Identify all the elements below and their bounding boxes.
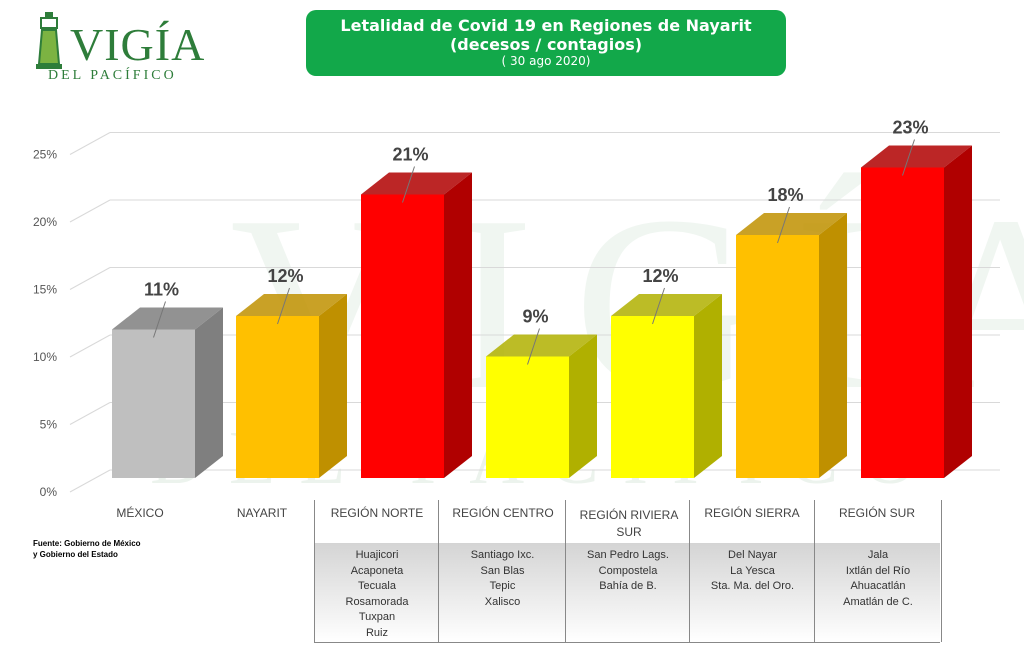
bar-side xyxy=(444,172,472,478)
bar xyxy=(236,316,319,478)
x-category-label: REGIÓN SIERRA xyxy=(704,506,800,520)
bar-top xyxy=(861,145,972,168)
bar xyxy=(112,329,195,478)
data-label: 21% xyxy=(392,145,428,165)
logo: VIGÍA DEL PACÍFICO xyxy=(30,10,204,85)
bar xyxy=(611,316,694,478)
region-column: Jala Ixtlán del Río Ahuacatlán Amatlán de C… xyxy=(814,500,942,642)
municipality: San Blas xyxy=(480,564,525,577)
source-line-1: Fuente: Gobierno de México xyxy=(33,539,141,548)
municipality: Tuxpan xyxy=(358,611,396,623)
municipality: Sta. Ma. del Oro. xyxy=(710,580,795,592)
chart-title: Letalidad de Covid 19 en Regiones de Nay… xyxy=(340,16,752,35)
bar-side xyxy=(569,334,597,478)
x-category-label: REGIÓN CENTRO xyxy=(452,506,554,520)
bar-side xyxy=(819,213,847,478)
bar-side xyxy=(319,294,347,478)
source-note: Fuente: Gobierno de México y Gobierno de… xyxy=(33,538,141,560)
x-category-label: NAYARIT xyxy=(236,506,288,520)
municipality-list: Huajicori Acaponeta Tecuala Rosamorada Tuxpa… xyxy=(315,548,439,641)
region-column: San Pedro Lags. Compostela Bahía de B. xyxy=(565,500,690,642)
chart-date: ( 30 ago 2020) xyxy=(501,54,591,68)
y-tick-label: 10% xyxy=(33,350,57,364)
y-tick-label: 20% xyxy=(33,215,57,229)
municipality: Rosamorada xyxy=(345,595,409,608)
label-leader-line xyxy=(402,166,415,203)
label-leader-line xyxy=(902,139,915,176)
y-tick-label: 5% xyxy=(40,418,58,432)
logo-subtitle: DEL PACÍFICO xyxy=(48,68,177,83)
bar-side xyxy=(944,145,972,478)
table-body-bg xyxy=(314,543,940,642)
x-category-label: REGIÓN RIVIERA SUR xyxy=(579,508,679,539)
logo-name: VIGÍA xyxy=(70,19,206,70)
bar-top xyxy=(112,307,223,330)
bar-side xyxy=(195,307,223,478)
municipality: Bahía de B. xyxy=(599,580,657,592)
bar-top xyxy=(486,334,597,357)
data-label: 9% xyxy=(522,307,548,327)
municipality: Ruiz xyxy=(365,626,388,639)
y-tick-label: 0% xyxy=(40,485,58,499)
municipality: Del Nayar xyxy=(728,549,777,561)
municipality-list: Jala Ixtlán del Río Ahuacatlán Amatlán de C… xyxy=(815,548,941,610)
bar xyxy=(736,235,819,478)
municipality: Tepic xyxy=(489,580,516,592)
municipality: Ixtlán del Río xyxy=(845,564,911,577)
title-box: Letalidad de Covid 19 en Regiones de Nay… xyxy=(306,10,786,76)
region-column: Huajicori Acaponeta Tecuala Rosamorada Tuxpa… xyxy=(314,500,439,642)
bar-top xyxy=(736,213,847,235)
data-label: 12% xyxy=(267,266,303,286)
bar xyxy=(861,167,944,478)
data-label: 12% xyxy=(642,266,678,286)
lighthouse-icon xyxy=(36,12,62,69)
gridline-diagonal xyxy=(69,199,111,223)
municipality: Compostela xyxy=(598,564,658,577)
municipality: Tecuala xyxy=(358,580,396,592)
municipality: Amatlán de C. xyxy=(843,595,913,608)
municipality-list: San Pedro Lags. Compostela Bahía de B. xyxy=(566,548,690,595)
municipality: Ahuacatlán xyxy=(850,580,906,592)
bar-top xyxy=(361,172,472,195)
municipality-list: Santiago Ixc. San Blas Tepic Xalisco xyxy=(439,548,566,610)
x-category-label: REGIÓN NORTE xyxy=(330,506,424,520)
region-column: Santiago Ixc. San Blas Tepic Xalisco xyxy=(438,500,566,642)
data-label: 23% xyxy=(892,118,928,138)
regions-table: Huajicori Acaponeta Tecuala Rosamorada Tuxpa… xyxy=(314,500,942,643)
bar-top xyxy=(611,294,722,316)
bar xyxy=(361,194,444,478)
x-category-label: MÉXICO xyxy=(116,506,164,520)
data-label: 11% xyxy=(144,280,179,300)
municipality: Santiago Ixc. xyxy=(470,549,535,561)
x-category-label: REGIÓN SUR xyxy=(838,506,915,520)
label-leader-line xyxy=(527,328,540,365)
region-column: Del Nayar La Yesca Sta. Ma. del Oro. xyxy=(689,500,815,642)
y-tick-label: 25% xyxy=(33,148,57,162)
gridline-diagonal xyxy=(69,402,111,425)
municipality-list: Del Nayar La Yesca Sta. Ma. del Oro. xyxy=(690,548,815,595)
gridline-diagonal xyxy=(69,267,111,290)
label-leader-line xyxy=(652,287,665,325)
bar-side xyxy=(694,294,722,478)
municipality: La Yesca xyxy=(730,564,775,577)
chart-subtitle: (decesos / contagios) xyxy=(449,35,643,54)
label-leader-line xyxy=(277,287,290,325)
bar-top xyxy=(236,294,347,316)
municipality: Huajicori xyxy=(355,549,399,561)
municipality: Xalisco xyxy=(484,595,521,608)
municipality: Jala xyxy=(867,549,889,561)
municipality: San Pedro Lags. xyxy=(587,549,669,561)
bar xyxy=(486,356,569,478)
gridline-diagonal xyxy=(69,334,111,358)
data-label: 18% xyxy=(767,185,803,205)
source-line-2: y Gobierno del Estado xyxy=(33,550,118,559)
gridline-diagonal xyxy=(69,132,111,155)
y-tick-label: 15% xyxy=(33,283,57,297)
label-leader-line xyxy=(777,206,790,244)
gridline-diagonal xyxy=(69,469,111,493)
municipality: Acaponeta xyxy=(350,564,404,577)
label-leader-line xyxy=(153,301,166,338)
